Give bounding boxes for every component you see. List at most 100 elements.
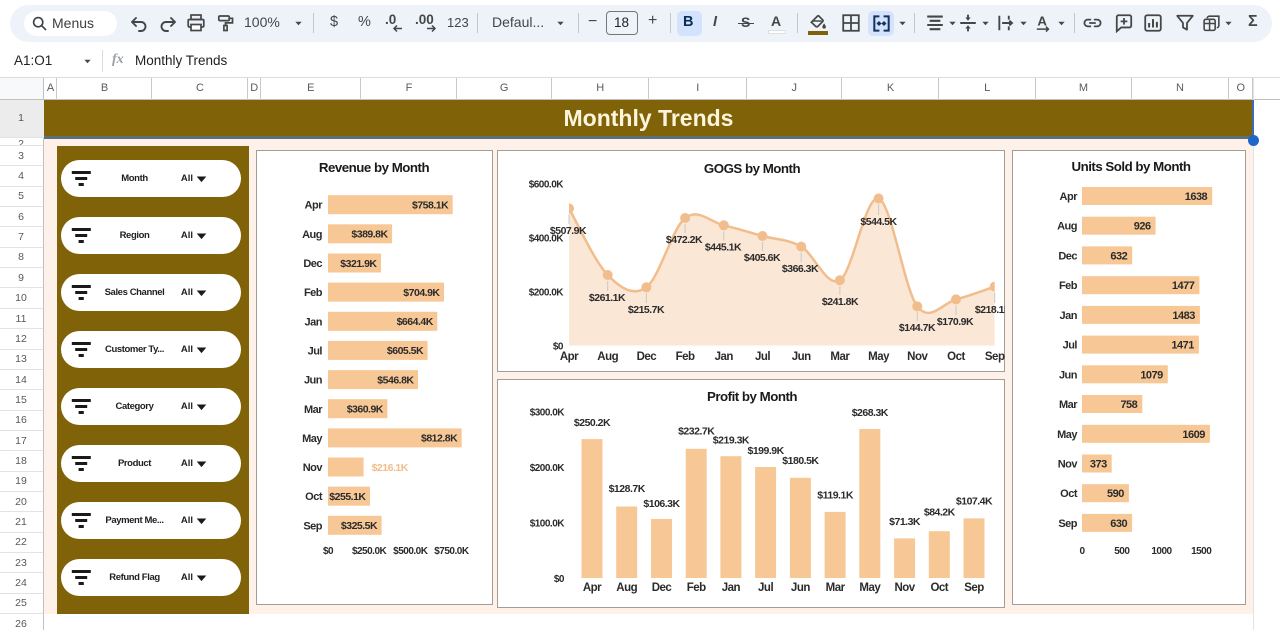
svg-text:Sep: Sep — [964, 582, 984, 594]
svg-text:$200.0K: $200.0K — [529, 288, 565, 299]
svg-text:$106.3K: $106.3K — [643, 498, 680, 510]
svg-text:590: 590 — [1107, 488, 1124, 500]
svg-text:500: 500 — [1114, 546, 1130, 557]
svg-text:$200.0K: $200.0K — [530, 463, 566, 474]
svg-text:1079: 1079 — [1140, 369, 1163, 381]
svg-text:373: 373 — [1090, 459, 1107, 471]
svg-text:Oct: Oct — [305, 491, 323, 503]
svg-text:$219.3K: $219.3K — [713, 435, 750, 447]
svg-text:Aug: Aug — [616, 582, 637, 594]
svg-text:$300.0K: $300.0K — [530, 407, 566, 418]
svg-text:Revenue by Month: Revenue by Month — [319, 160, 430, 175]
svg-text:Aug: Aug — [302, 229, 322, 241]
svg-text:Apr: Apr — [305, 200, 324, 212]
svg-text:$389.8K: $389.8K — [351, 229, 388, 241]
svg-text:Jun: Jun — [1059, 369, 1078, 381]
svg-text:A: A — [1037, 13, 1047, 28]
svg-text:1500: 1500 — [1191, 546, 1212, 557]
svg-text:$750.0K: $750.0K — [434, 546, 470, 557]
svg-text:Units Sold by Month: Units Sold by Month — [1071, 159, 1190, 174]
svg-text:Jan: Jan — [722, 582, 741, 594]
svg-text:632: 632 — [1110, 250, 1127, 262]
svg-text:Jul: Jul — [1063, 340, 1078, 352]
svg-text:Sep: Sep — [985, 351, 1005, 363]
svg-text:1609: 1609 — [1182, 429, 1205, 441]
svg-text:$405.6K: $405.6K — [744, 252, 781, 264]
svg-text:Jul: Jul — [755, 351, 770, 363]
svg-text:Dec: Dec — [1058, 250, 1077, 262]
svg-text:1483: 1483 — [1172, 310, 1195, 322]
svg-text:$218.1K: $218.1K — [975, 304, 1005, 316]
svg-text:Jun: Jun — [792, 351, 811, 363]
svg-text:Dec: Dec — [303, 258, 322, 270]
svg-text:Jul: Jul — [308, 345, 323, 357]
svg-text:Jan: Jan — [305, 316, 323, 328]
svg-text:GOGS by Month: GOGS by Month — [704, 161, 801, 176]
svg-text:Mar: Mar — [830, 351, 850, 363]
svg-text:$216.1K: $216.1K — [372, 462, 409, 474]
svg-text:$232.7K: $232.7K — [678, 426, 715, 438]
svg-text:May: May — [868, 351, 890, 363]
svg-text:$107.4K: $107.4K — [956, 496, 993, 508]
svg-text:$664.4K: $664.4K — [397, 316, 434, 328]
svg-text:Feb: Feb — [304, 287, 323, 299]
svg-text:Sep: Sep — [303, 520, 322, 532]
svg-text:Apr: Apr — [583, 582, 602, 594]
svg-text:Jun: Jun — [304, 375, 323, 387]
svg-text:$199.9K: $199.9K — [747, 445, 784, 457]
svg-text:Dec: Dec — [652, 582, 673, 594]
svg-text:$84.2K: $84.2K — [924, 507, 956, 519]
svg-text:May: May — [302, 433, 323, 445]
svg-text:Nov: Nov — [907, 351, 928, 363]
svg-text:$0: $0 — [554, 574, 565, 585]
svg-text:Mar: Mar — [1059, 399, 1078, 411]
svg-text:$704.9K: $704.9K — [403, 287, 440, 299]
svg-text:0: 0 — [1079, 546, 1085, 557]
svg-text:Profit by Month: Profit by Month — [707, 389, 797, 404]
svg-text:630: 630 — [1110, 518, 1127, 530]
svg-text:Oct: Oct — [1060, 488, 1078, 500]
svg-text:Mar: Mar — [304, 404, 323, 416]
svg-text:$360.9K: $360.9K — [347, 404, 384, 416]
svg-text:Jul: Jul — [758, 582, 773, 594]
svg-text:$758.1K: $758.1K — [412, 200, 449, 212]
svg-text:$180.5K: $180.5K — [782, 455, 819, 467]
svg-text:Nov: Nov — [1058, 459, 1079, 471]
svg-text:Dec: Dec — [637, 351, 658, 363]
svg-text:$366.3K: $366.3K — [782, 263, 819, 275]
svg-text:Feb: Feb — [676, 351, 695, 363]
svg-text:Apr: Apr — [1060, 191, 1079, 203]
svg-text:Jun: Jun — [791, 582, 810, 594]
svg-text:1471: 1471 — [1171, 340, 1194, 352]
svg-text:$445.1K: $445.1K — [705, 242, 742, 254]
svg-text:$250.0K: $250.0K — [352, 546, 388, 557]
svg-text:1477: 1477 — [1172, 280, 1195, 292]
svg-text:$255.1K: $255.1K — [329, 491, 366, 503]
svg-text:May: May — [859, 582, 881, 594]
svg-text:$605.5K: $605.5K — [387, 345, 424, 357]
svg-text:$812.8K: $812.8K — [421, 433, 458, 445]
svg-text:$268.3K: $268.3K — [852, 407, 889, 419]
svg-text:$250.2K: $250.2K — [574, 417, 611, 429]
svg-text:Mar: Mar — [826, 582, 846, 594]
svg-text:$0: $0 — [553, 342, 564, 353]
svg-text:Nov: Nov — [894, 582, 915, 594]
svg-text:$400.0K: $400.0K — [529, 234, 565, 245]
svg-text:Nov: Nov — [303, 462, 324, 474]
svg-text:1000: 1000 — [1151, 546, 1172, 557]
svg-text:$119.1K: $119.1K — [817, 490, 854, 502]
svg-text:Apr: Apr — [560, 351, 579, 363]
svg-text:758: 758 — [1120, 399, 1137, 411]
svg-text:$544.5K: $544.5K — [860, 216, 897, 228]
svg-text:$144.7K: $144.7K — [899, 322, 936, 334]
svg-text:Sep: Sep — [1058, 518, 1077, 530]
svg-text:$507.9K: $507.9K — [550, 225, 587, 237]
svg-text:Aug: Aug — [1057, 221, 1077, 233]
svg-text:Oct: Oct — [930, 582, 948, 594]
svg-text:$215.7K: $215.7K — [628, 304, 665, 316]
svg-text:$0: $0 — [323, 546, 334, 557]
svg-text:$500.0K: $500.0K — [393, 546, 429, 557]
svg-text:926: 926 — [1134, 221, 1151, 233]
svg-text:$128.7K: $128.7K — [609, 483, 646, 495]
svg-text:$600.0K: $600.0K — [529, 180, 565, 191]
